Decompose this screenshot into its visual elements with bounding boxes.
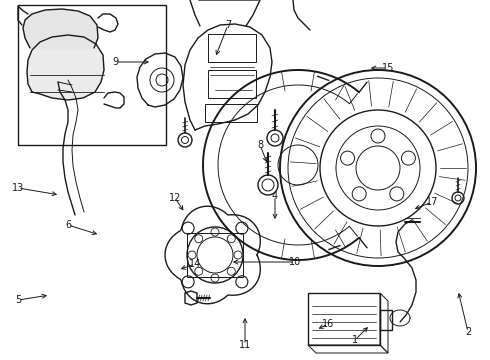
Text: 9: 9 <box>112 57 118 67</box>
Text: 16: 16 <box>322 319 334 329</box>
Bar <box>208 34 256 62</box>
Text: 10: 10 <box>289 257 301 267</box>
Text: 13: 13 <box>12 183 24 193</box>
Bar <box>380 310 392 330</box>
Text: 14: 14 <box>189 259 201 269</box>
Text: 2: 2 <box>465 327 471 337</box>
Text: 4: 4 <box>272 191 278 201</box>
Text: 6: 6 <box>65 220 71 230</box>
Bar <box>208 70 256 98</box>
Text: 17: 17 <box>426 197 438 207</box>
Bar <box>308 293 380 345</box>
Text: 11: 11 <box>239 340 251 350</box>
Text: 12: 12 <box>169 193 181 203</box>
Text: 8: 8 <box>257 140 263 150</box>
Polygon shape <box>27 35 104 100</box>
Text: 15: 15 <box>382 63 394 73</box>
Polygon shape <box>23 9 98 48</box>
Text: 7: 7 <box>225 20 231 30</box>
Bar <box>187 233 243 277</box>
Bar <box>205 104 257 122</box>
Text: 5: 5 <box>15 295 21 305</box>
Bar <box>18 5 166 145</box>
Text: 1: 1 <box>352 335 358 345</box>
